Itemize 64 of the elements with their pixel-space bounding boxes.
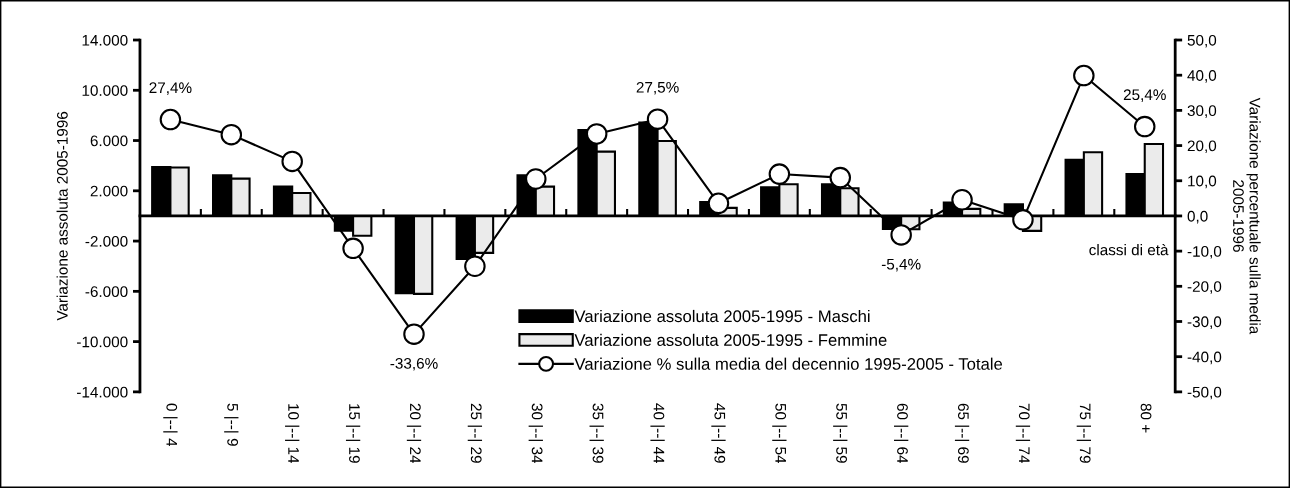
x-tick-label: 60 |--| 64 — [894, 403, 909, 464]
x-tick-label: 80 + — [1140, 403, 1152, 433]
point — [1073, 64, 1095, 87]
legend-label: Variazione assoluta 2005-1995 - Maschi — [574, 309, 870, 323]
x-tick-label: 30 |--| 34 — [528, 403, 543, 464]
y2-tick-label: 30,0 — [1187, 105, 1217, 118]
y2-tick-label: 50,0 — [1187, 34, 1217, 48]
point — [159, 108, 182, 131]
x-tick-label: 75 |--| 79 — [1076, 403, 1091, 463]
y-tick-label: -14.000 — [77, 386, 128, 398]
legend-label: Variazione % sulla media del decennio 1995-2005 - Totale — [574, 357, 1003, 370]
x-tick-label: 20 |--| 24 — [406, 403, 422, 464]
y-tick-label: 14.000 — [82, 34, 128, 46]
x-tick-label: 65 |--| 69 — [954, 403, 970, 463]
x-tick-label: 0 |--| 4 — [163, 403, 178, 447]
data-label: 27,5% — [636, 81, 679, 95]
x-tick-label: 5 |--| 9 — [224, 403, 239, 446]
point — [403, 323, 425, 345]
x-tick-label: 70 |--| 74 — [1015, 403, 1031, 464]
point — [342, 237, 364, 260]
y2-axis-title: Variazione percentuale sulla media 2005-1996 — [1233, 97, 1261, 335]
y-tick-label: 2.000 — [90, 185, 128, 197]
point — [525, 168, 547, 190]
y2-tick-label: -40,0 — [1187, 351, 1222, 365]
y2-tick-label: 10,0 — [1188, 175, 1217, 189]
y2-tick-label: 40,0 — [1187, 70, 1217, 83]
point — [585, 123, 608, 145]
y-tick-label: -6.000 — [85, 286, 128, 298]
point — [890, 224, 912, 246]
x-tick-label: 15 |--| 19 — [345, 404, 361, 463]
data-label: -33,6% — [390, 358, 438, 371]
y2-tick-label: -50,0 — [1187, 386, 1222, 400]
point — [1012, 209, 1034, 231]
y2-tick-label: 20,0 — [1187, 140, 1217, 154]
x-tick-label: 10 |--| 14 — [285, 404, 300, 464]
x-tick-label: 25 |--| 29 — [467, 403, 483, 463]
point — [464, 255, 486, 278]
x-tick-label: 50 |--| 54 — [772, 403, 787, 464]
y-tick-label: 10.000 — [82, 85, 128, 96]
y2-tick-label: -10,0 — [1187, 245, 1222, 259]
x-tick-label: 55 |--| 59 — [833, 403, 848, 463]
y-tick-label: -2.000 — [85, 235, 128, 247]
x-axis-title: classi di età — [1089, 243, 1169, 256]
data-label: -5,4% — [881, 258, 921, 272]
data-label: 25,4% — [1123, 89, 1166, 102]
y-tick-label: 6.000 — [90, 135, 128, 147]
point — [768, 163, 791, 185]
x-tick-label: 40 |--| 44 — [650, 403, 665, 464]
point — [951, 188, 973, 211]
x-tick-label: 45 |--| 49 — [711, 403, 726, 463]
y2-tick-label: 0,0 — [1187, 210, 1208, 224]
point — [220, 123, 243, 146]
x-tick-label: 35 |--| 39 — [589, 403, 604, 463]
y-axis-title: Variazione assoluta 2005-1996 — [56, 111, 68, 321]
data-label: 27,4% — [149, 82, 192, 95]
point — [1133, 115, 1156, 138]
legend-label: Variazione assoluta 2005-1995 - Femmine — [574, 333, 887, 346]
y2-tick-label: -30,0 — [1187, 316, 1222, 329]
y-tick-label: -10.000 — [77, 336, 128, 348]
y2-tick-label: -20,0 — [1187, 281, 1222, 294]
point — [707, 192, 730, 215]
point — [646, 108, 669, 130]
point — [281, 150, 303, 173]
point — [829, 166, 852, 189]
